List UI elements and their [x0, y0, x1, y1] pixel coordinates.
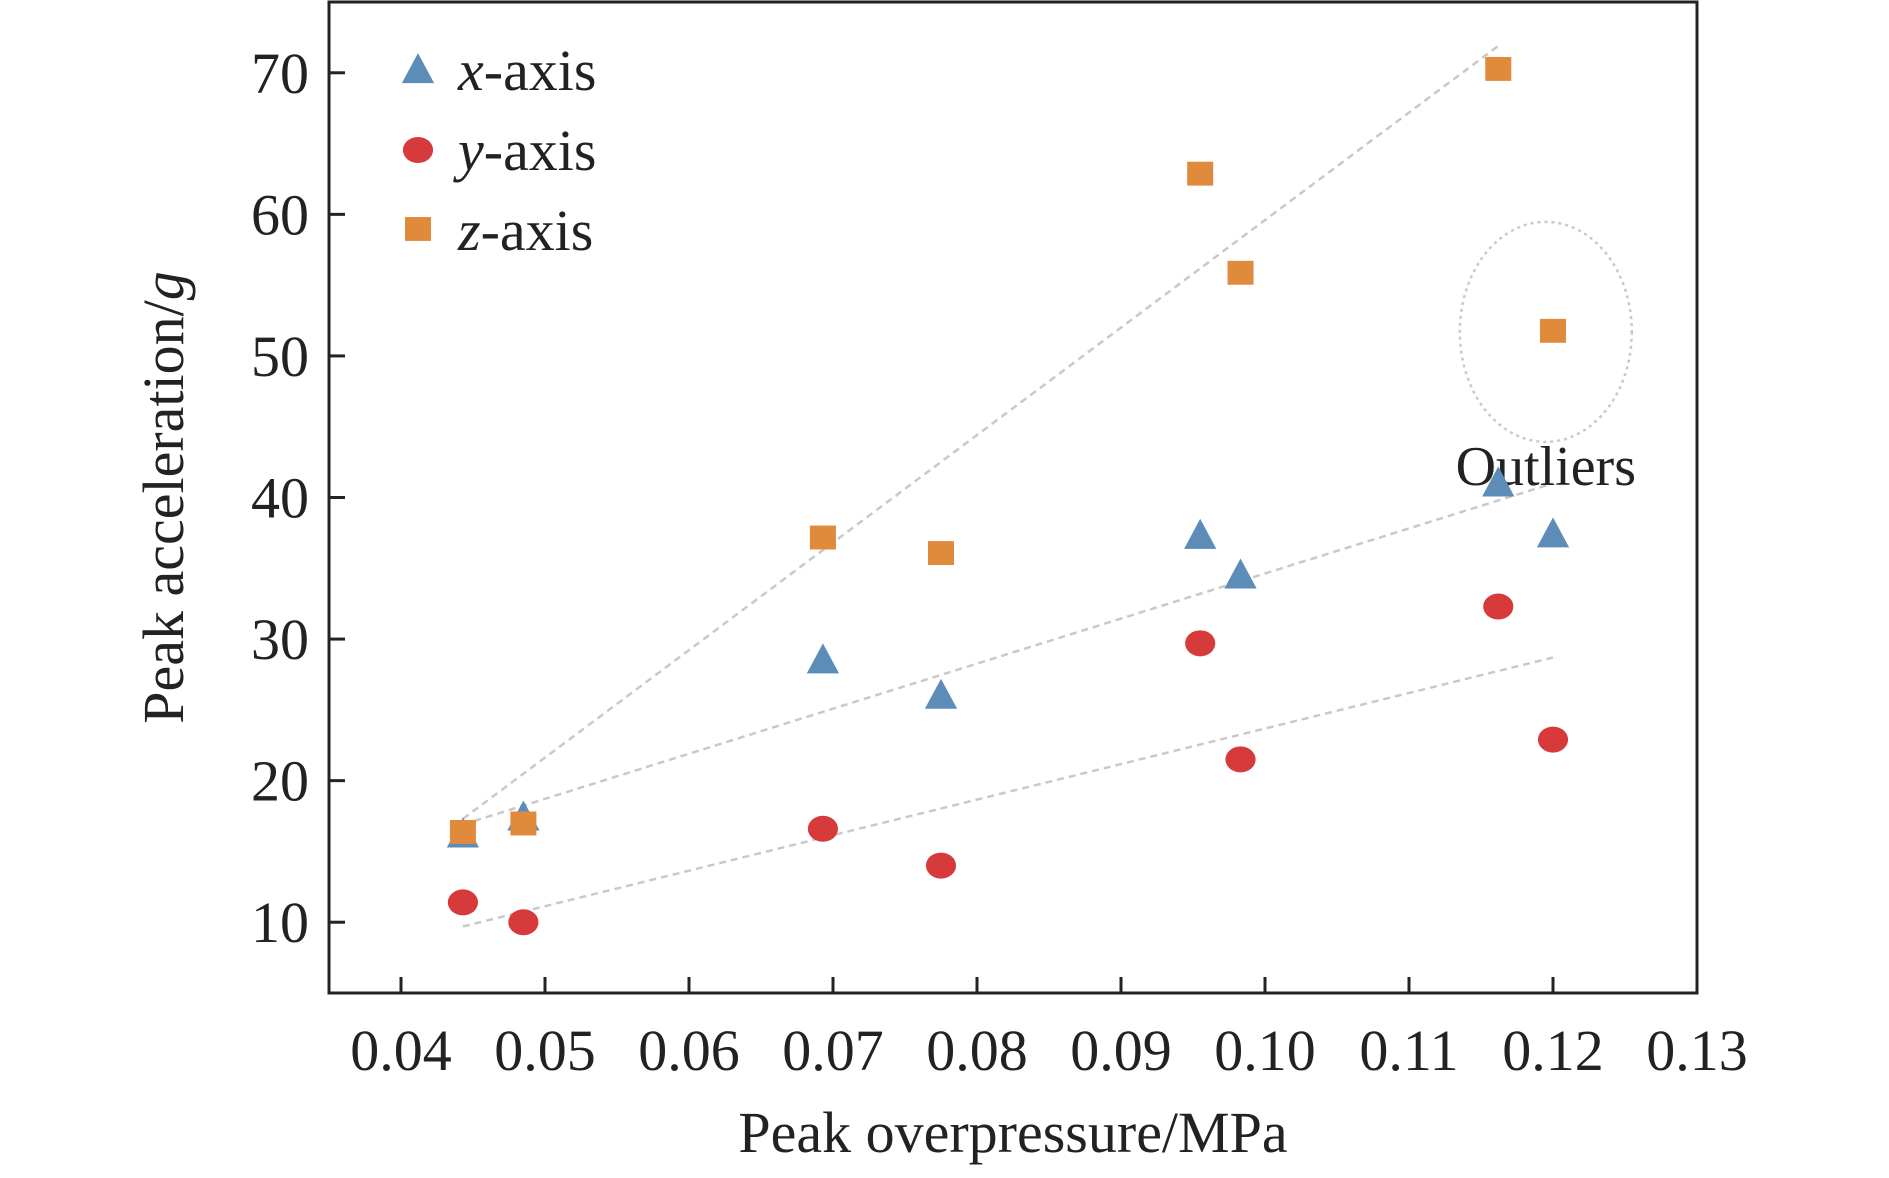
- y-tick-label: 10: [251, 890, 309, 955]
- y-tick-label: 70: [251, 41, 309, 106]
- x-tick-label: 0.04: [350, 1018, 452, 1083]
- x-tick-label: 0.05: [494, 1018, 596, 1083]
- z-axis-point: [510, 811, 537, 836]
- z-axis-point: [928, 541, 954, 566]
- y-axis-title-main: Peak acceleration/: [131, 299, 196, 723]
- outlier-ring: [1458, 220, 1634, 444]
- legend-rest: -axis: [484, 38, 597, 103]
- x-axis-point: [1184, 518, 1217, 549]
- y-axis-point: [925, 852, 957, 879]
- y-axis-point: [807, 815, 838, 842]
- x-axis-point: [1536, 517, 1570, 548]
- y-tick-label: 50: [251, 324, 309, 389]
- legend-rest: -axis: [481, 198, 594, 263]
- z-axis-point: [1227, 260, 1254, 285]
- y-axis-point: [447, 889, 479, 916]
- y-axis-point: [1483, 593, 1514, 620]
- trend-lines: [462, 44, 1554, 928]
- legend-label-z-axis: z-axis: [457, 198, 593, 263]
- z-axis-point: [1540, 318, 1566, 343]
- x-tick-label: 0.11: [1359, 1018, 1458, 1083]
- legend-italic: z: [457, 198, 481, 263]
- y-axis-ticks: 10 20 30 40 50 60 70: [251, 41, 345, 955]
- x-tick-label: 0.10: [1214, 1018, 1316, 1083]
- legend-marker-x-axis: [401, 53, 435, 84]
- y-tick-label: 60: [251, 182, 309, 247]
- x-axis-title: Peak overpressure/MPa: [738, 1100, 1287, 1165]
- y-tick-label: 40: [251, 466, 309, 531]
- y-tick-label: 20: [251, 749, 309, 814]
- legend-italic: x: [457, 38, 484, 103]
- x-tick-label: 0.08: [926, 1018, 1028, 1083]
- z-axis-point: [809, 525, 836, 550]
- x-axis-point: [806, 643, 840, 674]
- legend-label-x-axis: x-axis: [457, 38, 597, 103]
- trend-line: [462, 44, 1500, 820]
- legend-italic: y: [453, 118, 484, 183]
- legend-marker-z-axis: [405, 217, 431, 241]
- x-tick-label: 0.07: [782, 1018, 884, 1083]
- data-points: [446, 56, 1570, 936]
- x-axis-point: [924, 678, 958, 709]
- legend-label-y-axis: y-axis: [453, 118, 597, 183]
- z-axis-point: [1187, 161, 1214, 186]
- x-axis-point: [1482, 466, 1515, 497]
- y-axis-point: [508, 909, 539, 936]
- trend-line: [462, 482, 1554, 826]
- x-axis-ticks: 0.04 0.05 0.06 0.07 0.08 0.09 0.10 0.11 0.12 0.13: [350, 977, 1748, 1083]
- legend-marker-y-axis: [402, 137, 434, 163]
- z-axis-point: [1485, 56, 1512, 81]
- x-tick-label: 0.06: [638, 1018, 740, 1083]
- y-axis-point: [1537, 726, 1569, 753]
- y-axis-point: [1185, 630, 1216, 657]
- x-axis-point: [1224, 558, 1257, 589]
- trend-line: [462, 656, 1554, 928]
- x-tick-label: 0.12: [1502, 1018, 1604, 1083]
- y-axis-point: [1225, 746, 1256, 773]
- y-axis-title: Peak acceleration/g: [131, 271, 196, 723]
- annotations: Outliers: [1456, 220, 1636, 498]
- y-axis-title-unit: g: [131, 271, 196, 300]
- z-axis-point: [449, 820, 476, 844]
- y-tick-label: 30: [251, 607, 309, 672]
- legend-rest: -axis: [484, 118, 597, 183]
- outlier-label: Outliers: [1456, 436, 1636, 498]
- x-tick-label: 0.09: [1070, 1018, 1172, 1083]
- x-tick-label: 0.13: [1646, 1018, 1748, 1083]
